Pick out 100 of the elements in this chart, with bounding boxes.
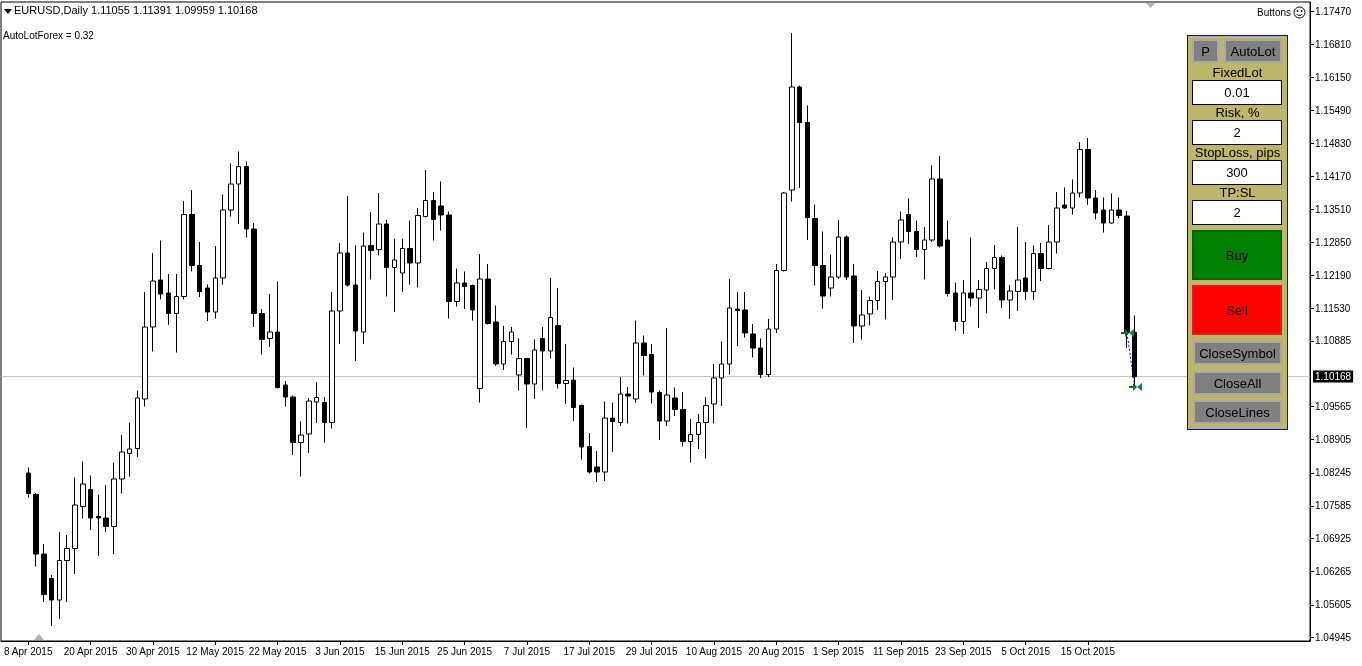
candlestick [1109,193,1114,224]
candlestick [844,235,849,281]
y-tick-label: 1.08245 [1315,467,1352,479]
candlestick [766,318,771,378]
candlestick [306,397,312,454]
y-tick-label: 1.15490 [1315,105,1352,116]
candlestick [353,245,358,362]
candlestick [797,85,802,189]
candlestick [1038,242,1044,282]
button: AutoLot [1224,39,1282,63]
candlestick [135,390,140,458]
candlestick [431,191,436,241]
candlestick [49,574,54,627]
candlestick [1046,224,1052,270]
candlestick [267,293,273,348]
y-tick-label: 1.14170 [1315,171,1352,182]
candlestick [103,484,109,533]
candlestick [906,198,911,245]
candlestick [88,475,93,531]
candlestick [563,343,569,405]
candlestick [719,341,724,407]
candlestick [555,287,561,389]
candlestick [602,401,608,482]
button: CloseAll [1193,371,1282,395]
candlestick [228,163,234,217]
candlestick [657,390,662,441]
candlestick [610,402,615,453]
x-tick-label: 17 Jul 2015 [563,645,616,657]
ref-line-label: 1.10168 [1315,371,1352,383]
x-tick-label: 20 Aug 2015 [748,645,805,657]
candlestick [26,467,31,498]
candlestick [968,237,974,307]
candlestick [275,281,280,389]
candlestick [259,308,265,355]
candlestick [992,244,997,290]
y-tick-label: 1.04945 [1315,632,1352,644]
annotation: 300 [1226,165,1248,180]
x-tick-label: 11 Sep 2015 [872,645,930,657]
candlestick [961,279,966,335]
candlestick [633,320,639,403]
candlestick [361,232,366,345]
candlestick [415,207,421,288]
button: CloseLines [1193,400,1282,424]
candlestick [735,291,740,347]
candlestick [898,211,904,260]
candlestick [1023,241,1028,301]
candlestick [213,245,218,319]
candlestick [322,396,327,443]
candlestick [587,432,592,474]
x-tick-label: 10 Aug 2015 [685,645,743,657]
input-field: 2 [1192,120,1282,145]
chart-title: EURUSD,Daily 1.11055 1.11391 1.09959 1.10168 [14,3,258,16]
candlestick [1062,187,1067,210]
x-tick-label: 30 Apr 2015 [125,645,181,657]
candlestick [999,255,1005,309]
y-tick-label: 1.10885 [1315,335,1352,347]
candlestick [851,263,857,344]
y-tick-label: 1.12850 [1315,237,1352,248]
candlestick [314,381,319,424]
candlestick [742,291,748,338]
annotation: FixedLot [1212,65,1263,80]
candlestick [166,273,171,326]
candlestick [890,237,896,301]
candlestick [703,396,709,459]
candlestick [64,534,70,603]
y-tick-label: 1.08905 [1315,434,1352,446]
candlestick [680,391,686,447]
candlestick [189,189,195,272]
input-field: 2 [1192,200,1282,225]
y-tick-label: 1.16810 [1315,39,1352,50]
candlestick [392,238,397,313]
candlestick [205,284,210,322]
candlestick [57,531,62,620]
candlestick [625,386,631,424]
annotation: TP:SL [1219,185,1256,200]
candlestick [1124,210,1130,349]
candlestick [875,270,880,311]
candlestick [470,284,475,321]
candlestick [618,376,623,427]
candlestick [953,282,958,331]
candlestick [805,105,810,241]
annotation: P [1201,43,1210,59]
candlestick [524,357,530,429]
candlestick [774,263,779,334]
candlestick [454,268,460,307]
candlestick [462,271,467,310]
x-tick-label: 29 Jul 2015 [625,645,678,657]
y-tick-label: 1.06265 [1315,566,1352,578]
candlestick [376,192,382,256]
x-tick-label: 12 May 2015 [186,645,245,657]
candlestick [922,226,927,280]
candlestick [937,155,943,248]
candlestick [142,291,148,407]
candlestick [1116,197,1122,219]
candlestick [976,279,982,329]
y-tick-label: 1.07585 [1315,500,1352,512]
candlestick [649,343,654,404]
candlestick [548,277,553,359]
candlestick [1101,197,1106,233]
annotation: 2 [1233,205,1241,220]
